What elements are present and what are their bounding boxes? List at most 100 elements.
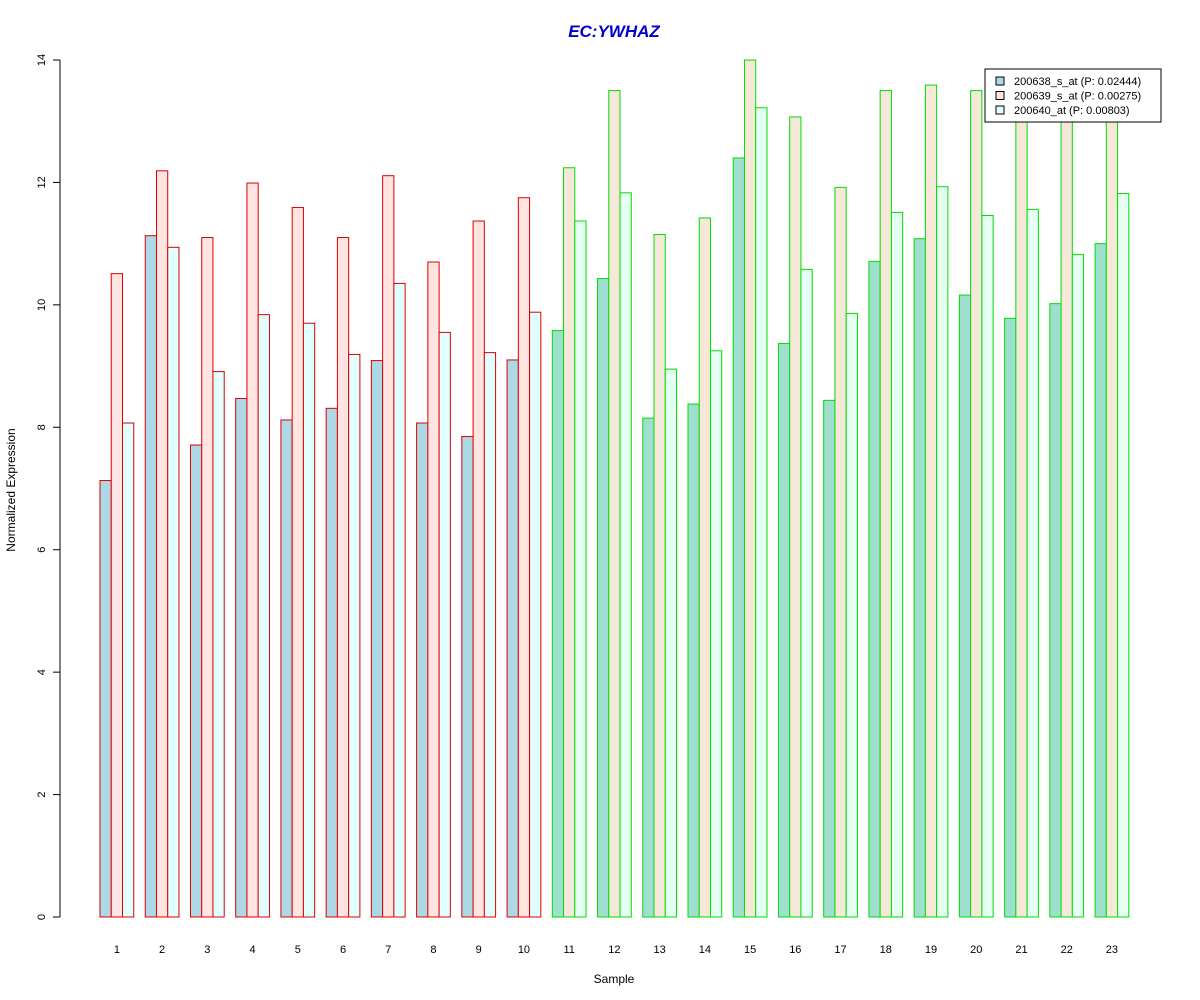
x-tick-label: 8 xyxy=(430,944,436,956)
bar-sample-17-series-2 xyxy=(834,186,847,918)
legend-swatch xyxy=(995,91,1005,100)
y-tick-label: 10 xyxy=(36,299,48,311)
x-tick-label: 6 xyxy=(340,944,346,956)
bar-sample-4-series-1 xyxy=(235,398,248,918)
bar-sample-12-series-2 xyxy=(608,90,621,918)
bar-sample-23-series-3 xyxy=(1117,192,1130,918)
x-tick-label: 5 xyxy=(295,944,301,956)
bar-sample-18-series-1 xyxy=(868,260,881,918)
bar-sample-22-series-1 xyxy=(1049,303,1062,918)
bar-sample-10-series-1 xyxy=(506,359,519,918)
bar-sample-9-series-1 xyxy=(461,435,474,918)
x-tick-label: 2 xyxy=(159,944,165,956)
bar-sample-6-series-3 xyxy=(348,353,361,918)
bar-sample-23-series-1 xyxy=(1094,243,1107,918)
legend-entry-label: 200640_at (P: 0.00803) xyxy=(1014,105,1130,117)
bar-sample-18-series-2 xyxy=(879,90,892,918)
bar-sample-5-series-2 xyxy=(291,207,304,918)
x-tick-label: 14 xyxy=(699,944,711,956)
bar-sample-11-series-3 xyxy=(574,220,587,918)
bar-sample-1-series-1 xyxy=(99,480,112,918)
bar-sample-10-series-2 xyxy=(517,197,531,918)
y-axis-label: Normalized Expression xyxy=(4,428,18,551)
x-tick-label: 15 xyxy=(744,944,756,956)
y-tick-label: 2 xyxy=(36,792,48,798)
bar-sample-4-series-2 xyxy=(246,182,259,918)
bar-sample-14-series-1 xyxy=(687,403,700,918)
bar-sample-3-series-3 xyxy=(212,371,225,918)
bar-sample-19-series-1 xyxy=(913,238,926,918)
x-tick-label: 4 xyxy=(250,944,256,956)
y-tick-label: 0 xyxy=(36,914,48,920)
x-tick-label: 17 xyxy=(834,944,846,956)
bar-sample-21-series-2 xyxy=(1015,113,1028,918)
x-axis-label: Sample xyxy=(594,972,635,986)
legend: 200638_s_at (P: 0.02444) 200639_s_at (P: … xyxy=(984,68,1162,123)
legend-entry-label: 200638_s_at (P: 0.02444) xyxy=(1014,76,1141,88)
bar-sample-13-series-3 xyxy=(664,368,678,918)
bar-sample-17-series-1 xyxy=(823,399,836,918)
bar-sample-16-series-1 xyxy=(777,342,791,918)
x-tick-label: 22 xyxy=(1061,944,1073,956)
bar-sample-22-series-3 xyxy=(1071,254,1085,918)
x-tick-label: 23 xyxy=(1106,944,1118,956)
bar-sample-12-series-1 xyxy=(597,278,610,918)
y-tick-label: 12 xyxy=(36,176,48,188)
bar-sample-4-series-3 xyxy=(257,314,270,918)
bar-sample-1-series-2 xyxy=(110,273,123,918)
bar-sample-7-series-2 xyxy=(382,175,395,918)
bar-sample-19-series-2 xyxy=(924,84,938,918)
x-tick-label: 18 xyxy=(880,944,892,956)
legend-entry-label: 200639_s_at (P: 0.00275) xyxy=(1014,91,1141,103)
bar-sample-20-series-1 xyxy=(958,294,972,918)
bar-sample-13-series-1 xyxy=(642,417,655,918)
bar-sample-23-series-2 xyxy=(1105,116,1119,918)
bar-sample-6-series-2 xyxy=(336,237,350,918)
bar-sample-6-series-1 xyxy=(325,407,338,918)
bar-sample-9-series-3 xyxy=(483,352,497,918)
x-tick-label: 19 xyxy=(925,944,937,956)
x-tick-label: 9 xyxy=(476,944,482,956)
bar-sample-15-series-1 xyxy=(732,157,745,918)
bars xyxy=(99,59,1130,918)
bar-sample-15-series-3 xyxy=(755,107,768,918)
chart-title: EC:YWHAZ xyxy=(568,22,660,41)
x-tick-label: 16 xyxy=(789,944,801,956)
bar-sample-10-series-3 xyxy=(529,311,542,918)
x-tick-label: 12 xyxy=(608,944,620,956)
bar-sample-15-series-2 xyxy=(743,59,757,918)
bar-sample-5-series-1 xyxy=(280,419,293,918)
bar-sample-20-series-3 xyxy=(981,214,994,918)
bar-sample-3-series-2 xyxy=(201,237,214,918)
bar-sample-2-series-3 xyxy=(167,246,180,918)
bar-sample-20-series-2 xyxy=(970,90,983,918)
x-tick-label: 20 xyxy=(970,944,982,956)
bar-sample-8-series-1 xyxy=(416,422,429,918)
x-tick-label: 13 xyxy=(654,944,666,956)
legend-swatch xyxy=(995,76,1005,86)
y-tick-label: 4 xyxy=(36,669,48,675)
bar-sample-11-series-1 xyxy=(551,330,565,918)
y-axis: 0 2 4 6 8 10 12 14 xyxy=(36,54,61,920)
bar-sample-16-series-2 xyxy=(789,116,802,918)
bar-sample-14-series-3 xyxy=(709,350,723,918)
bar-sample-7-series-3 xyxy=(393,282,406,918)
x-tick-label: 1 xyxy=(114,944,120,956)
bar-sample-2-series-1 xyxy=(144,235,157,918)
bar-sample-17-series-3 xyxy=(845,312,858,918)
bar-sample-8-series-3 xyxy=(438,331,451,918)
bar-sample-1-series-3 xyxy=(122,422,135,918)
bar-sample-22-series-2 xyxy=(1060,118,1073,918)
bar-sample-2-series-2 xyxy=(155,170,169,918)
bar-sample-13-series-2 xyxy=(653,233,666,918)
x-tick-label: 11 xyxy=(563,944,574,956)
bar-sample-14-series-2 xyxy=(698,217,711,918)
y-tick-label: 6 xyxy=(36,547,48,553)
x-tick-label: 3 xyxy=(204,944,210,956)
bar-sample-9-series-2 xyxy=(472,220,485,918)
bar-sample-7-series-1 xyxy=(370,360,384,918)
bar-sample-19-series-3 xyxy=(936,186,949,918)
x-tick-label: 21 xyxy=(1015,944,1027,956)
bar-sample-5-series-3 xyxy=(302,322,316,918)
